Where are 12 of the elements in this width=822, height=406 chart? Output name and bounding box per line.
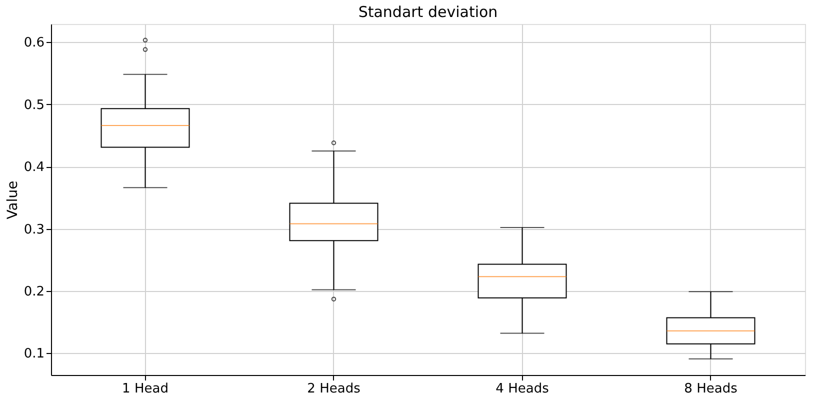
x-tick-label: 1 Head [122, 382, 168, 396]
chart-title: Standart deviation [358, 3, 498, 21]
y-tick-label: 0.6 [24, 36, 44, 51]
x-tick-label: 8 Heads [684, 382, 738, 396]
y-tick-label: 0.2 [24, 284, 44, 300]
x-tick-label: 4 Heads [496, 382, 550, 396]
y-tick-label: 0.5 [24, 98, 44, 113]
x-tick-label: 2 Heads [307, 382, 361, 396]
y-tick-label: 0.3 [24, 222, 44, 238]
y-axis-title: Value [4, 180, 21, 220]
y-tick-label: 0.4 [24, 160, 44, 176]
y-tick-label: 0.1 [24, 346, 44, 362]
